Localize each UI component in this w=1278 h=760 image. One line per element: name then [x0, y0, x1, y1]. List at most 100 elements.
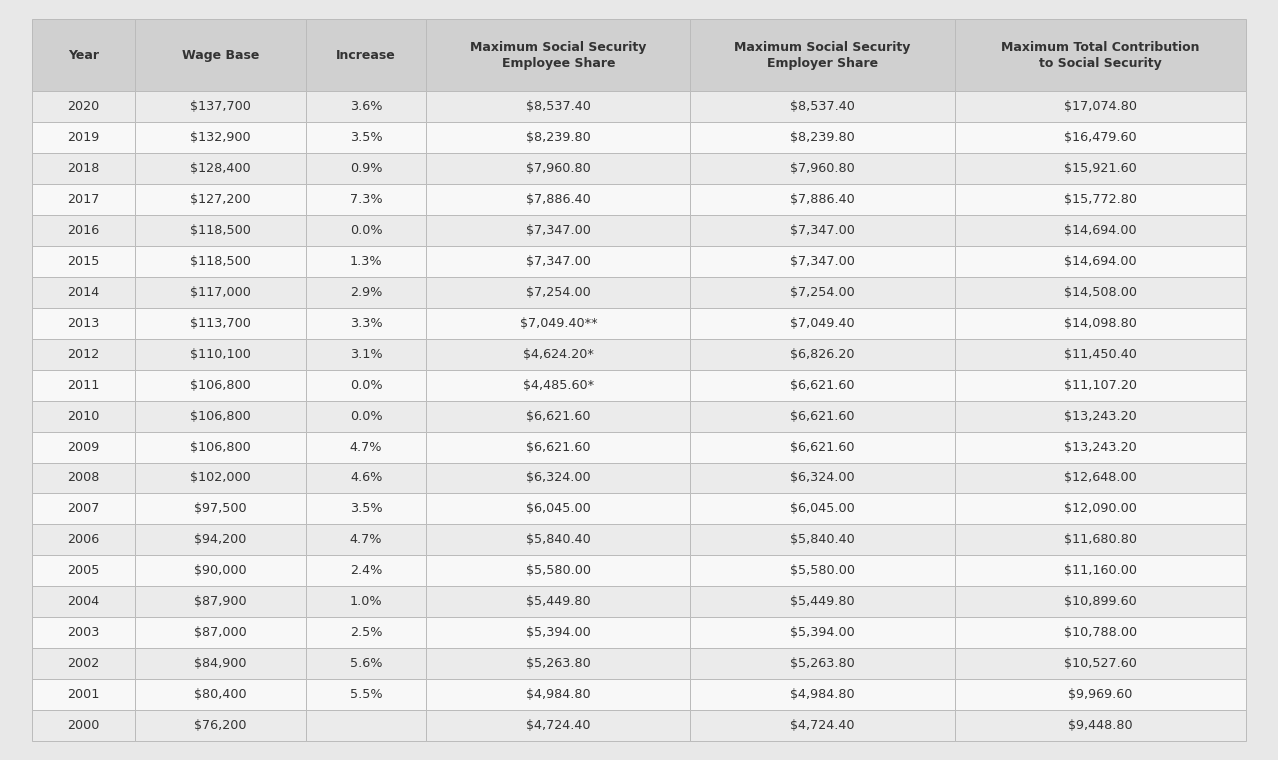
Text: $5,580.00: $5,580.00 — [790, 565, 855, 578]
Text: 2.4%: 2.4% — [350, 565, 382, 578]
Bar — [690, 184, 955, 215]
Bar — [32, 710, 135, 741]
Text: 2006: 2006 — [68, 534, 100, 546]
Bar — [690, 277, 955, 308]
Bar — [690, 215, 955, 246]
Bar — [690, 308, 955, 339]
Bar — [690, 432, 955, 463]
Bar — [32, 463, 135, 493]
Text: $102,000: $102,000 — [190, 471, 250, 484]
Text: $5,263.80: $5,263.80 — [790, 657, 855, 670]
Text: 3.1%: 3.1% — [350, 348, 382, 361]
Bar — [955, 153, 1246, 184]
Text: $9,448.80: $9,448.80 — [1068, 719, 1132, 732]
Text: $17,074.80: $17,074.80 — [1063, 100, 1137, 113]
Text: 2002: 2002 — [68, 657, 100, 670]
Bar — [32, 617, 135, 648]
Bar — [427, 524, 690, 556]
Text: 0.0%: 0.0% — [350, 224, 382, 237]
Bar — [427, 153, 690, 184]
Bar — [427, 679, 690, 710]
Bar — [32, 524, 135, 556]
Text: $13,243.20: $13,243.20 — [1065, 441, 1136, 454]
Text: $6,045.00: $6,045.00 — [790, 502, 855, 515]
Bar — [427, 246, 690, 277]
Text: 4.6%: 4.6% — [350, 471, 382, 484]
Bar — [690, 710, 955, 741]
Text: 7.3%: 7.3% — [350, 193, 382, 206]
Bar — [955, 246, 1246, 277]
Bar — [955, 122, 1246, 153]
Bar — [32, 91, 135, 122]
Text: $16,479.60: $16,479.60 — [1065, 131, 1136, 144]
Text: Year: Year — [68, 49, 98, 62]
Bar — [955, 91, 1246, 122]
Text: 3.3%: 3.3% — [350, 317, 382, 330]
Text: 2007: 2007 — [68, 502, 100, 515]
Text: $6,324.00: $6,324.00 — [790, 471, 855, 484]
Bar — [955, 308, 1246, 339]
Text: $97,500: $97,500 — [194, 502, 247, 515]
Text: $7,347.00: $7,347.00 — [790, 255, 855, 268]
Bar — [305, 556, 427, 586]
Bar — [305, 369, 427, 401]
Text: $7,886.40: $7,886.40 — [790, 193, 855, 206]
Text: $12,090.00: $12,090.00 — [1063, 502, 1136, 515]
Text: 5.5%: 5.5% — [350, 688, 382, 701]
Bar — [32, 19, 135, 91]
Bar — [427, 556, 690, 586]
Bar — [427, 277, 690, 308]
Text: 0.0%: 0.0% — [350, 410, 382, 423]
Bar — [690, 586, 955, 617]
Text: $8,239.80: $8,239.80 — [790, 131, 855, 144]
Bar — [32, 246, 135, 277]
Bar — [305, 153, 427, 184]
Bar — [690, 617, 955, 648]
Bar — [135, 277, 305, 308]
Text: 2011: 2011 — [68, 378, 100, 391]
Bar — [690, 122, 955, 153]
Bar — [135, 679, 305, 710]
Text: $4,724.40: $4,724.40 — [790, 719, 855, 732]
Bar — [427, 308, 690, 339]
Text: 2005: 2005 — [68, 565, 100, 578]
Bar — [305, 277, 427, 308]
Text: $7,254.00: $7,254.00 — [527, 286, 590, 299]
Bar — [690, 556, 955, 586]
Text: $8,537.40: $8,537.40 — [527, 100, 590, 113]
Bar — [955, 586, 1246, 617]
Text: $132,900: $132,900 — [190, 131, 250, 144]
Text: 2019: 2019 — [68, 131, 100, 144]
Text: $6,621.60: $6,621.60 — [790, 378, 855, 391]
Bar — [135, 122, 305, 153]
Bar — [427, 432, 690, 463]
Text: $94,200: $94,200 — [194, 534, 247, 546]
Bar — [32, 679, 135, 710]
Text: $9,969.60: $9,969.60 — [1068, 688, 1132, 701]
Text: 2015: 2015 — [68, 255, 100, 268]
Text: $4,485.60*: $4,485.60* — [523, 378, 594, 391]
Text: $15,921.60: $15,921.60 — [1065, 162, 1136, 175]
Bar — [955, 617, 1246, 648]
Bar — [305, 648, 427, 679]
Bar — [955, 184, 1246, 215]
Bar — [135, 308, 305, 339]
Bar — [305, 401, 427, 432]
Text: $8,239.80: $8,239.80 — [527, 131, 590, 144]
Text: Wage Base: Wage Base — [181, 49, 259, 62]
Bar — [690, 401, 955, 432]
Text: $5,263.80: $5,263.80 — [527, 657, 590, 670]
Text: 2.5%: 2.5% — [350, 626, 382, 639]
Bar — [135, 524, 305, 556]
Bar — [32, 369, 135, 401]
Text: $7,886.40: $7,886.40 — [527, 193, 590, 206]
Bar — [305, 308, 427, 339]
Text: 1.3%: 1.3% — [350, 255, 382, 268]
Text: $11,160.00: $11,160.00 — [1063, 565, 1137, 578]
Bar — [690, 246, 955, 277]
Bar — [427, 184, 690, 215]
Text: $7,254.00: $7,254.00 — [790, 286, 855, 299]
Text: Increase: Increase — [336, 49, 396, 62]
Bar — [955, 710, 1246, 741]
Text: $7,347.00: $7,347.00 — [790, 224, 855, 237]
